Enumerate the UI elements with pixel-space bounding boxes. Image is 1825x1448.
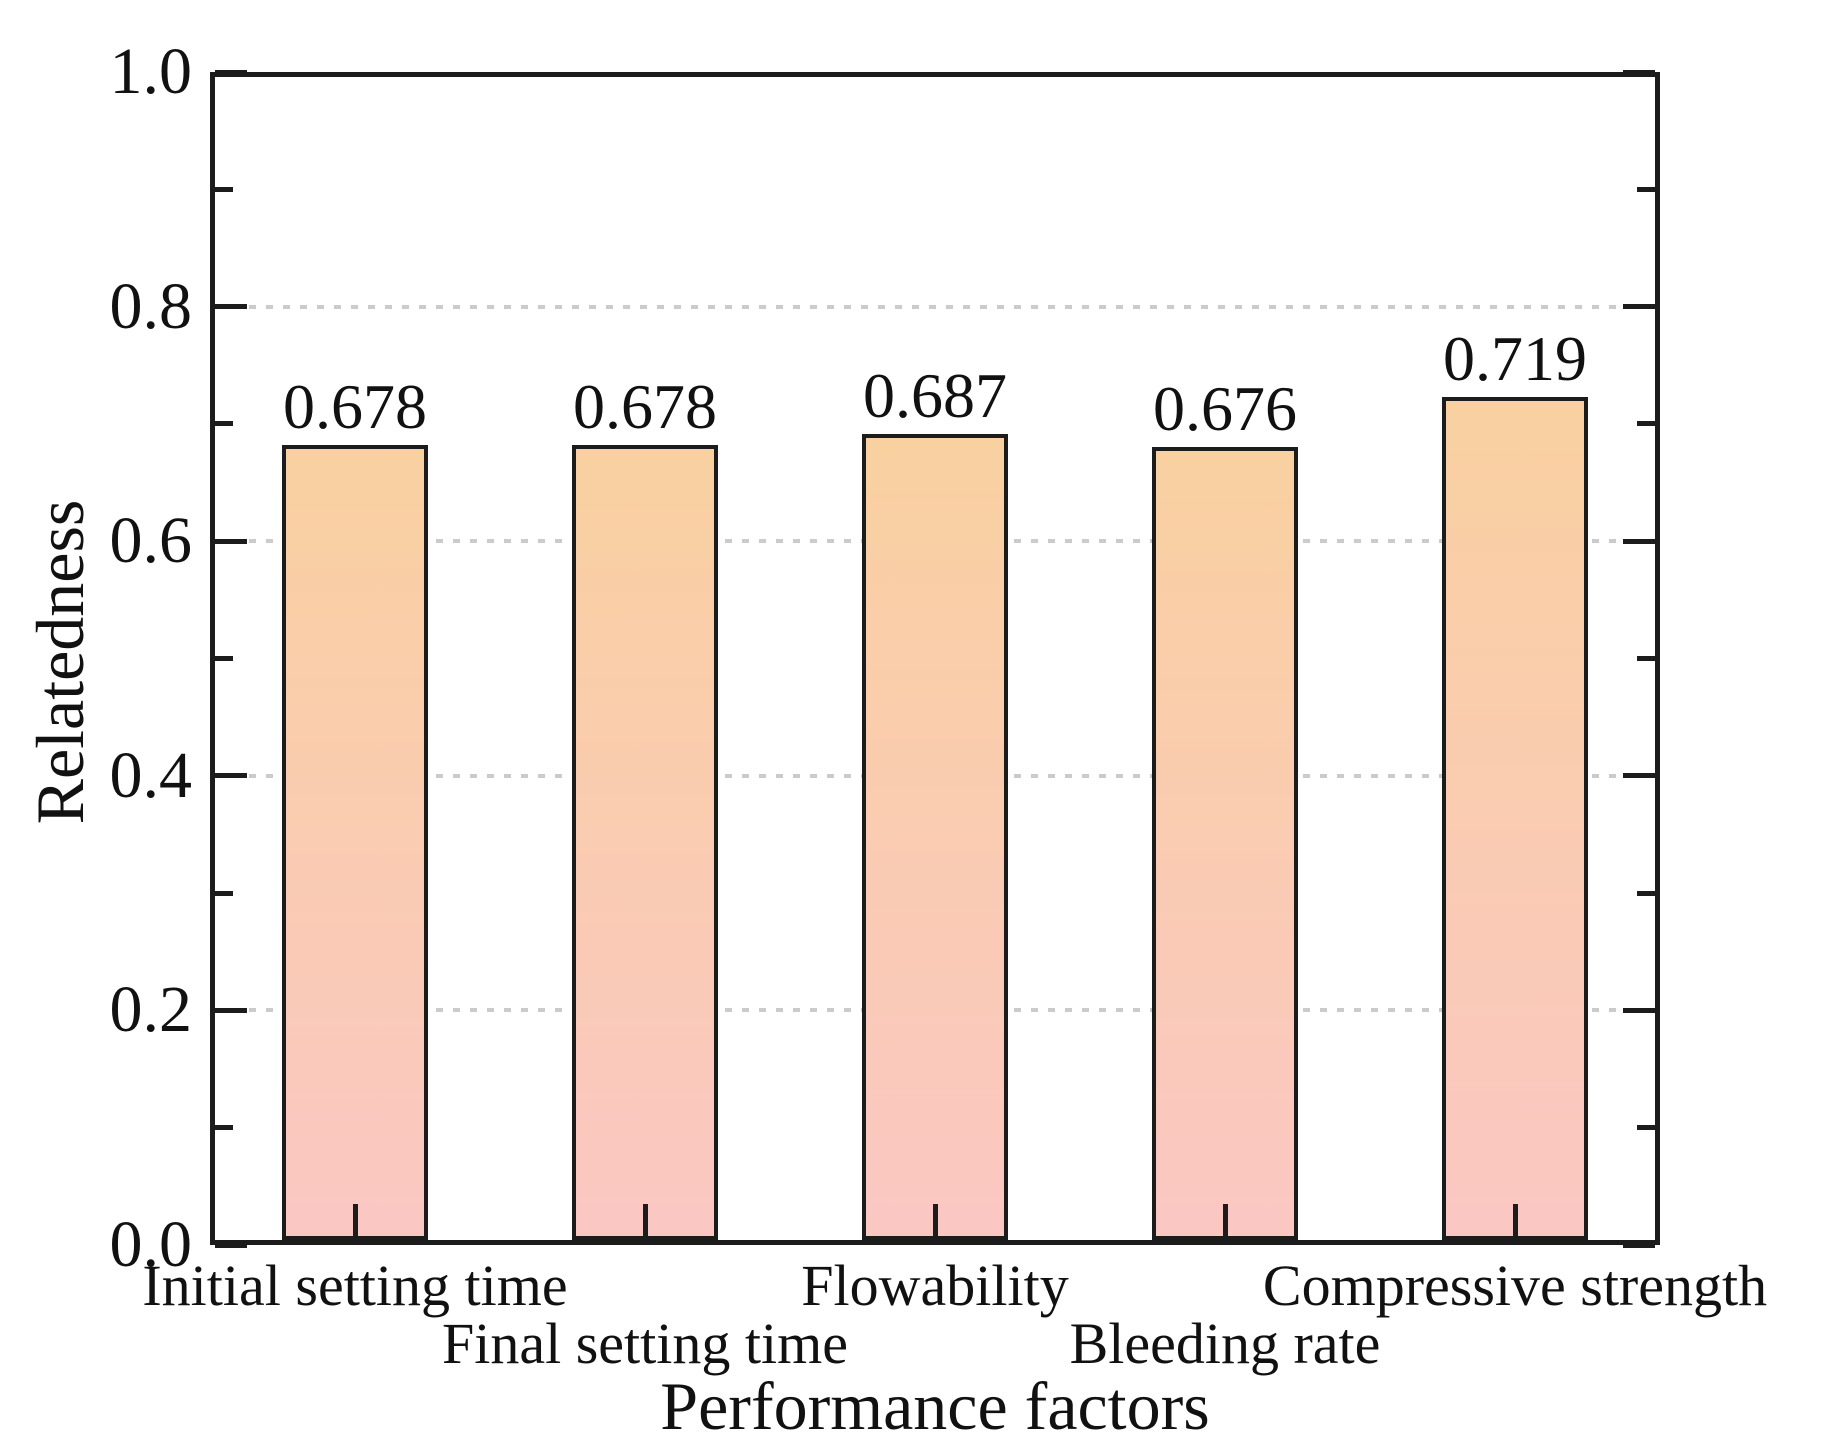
y-axis-tick: [215, 656, 233, 661]
y-axis-tick: [1637, 421, 1655, 427]
x-axis-tick: [932, 1204, 938, 1240]
y-axis-tick: [215, 538, 247, 544]
bar: [1442, 396, 1588, 1240]
y-axis-tick: [215, 1242, 247, 1248]
bar-value-label: 0.719: [1443, 322, 1587, 394]
bar-value-label: 0.678: [573, 370, 717, 442]
y-axis-tick: [1623, 1007, 1655, 1013]
bar-value-label: 0.678: [283, 370, 427, 442]
plot-area: 0.678 0.678 0.687 0.676 0.719: [210, 69, 1660, 1248]
y-axis-tick: [1637, 890, 1655, 896]
y-tick-label: 0.2: [109, 973, 193, 1047]
x-category-label: Bleeding rate: [1069, 1311, 1381, 1376]
y-axis-title: Relatedness: [22, 499, 98, 825]
bar: [572, 444, 718, 1240]
y-axis-tick: [215, 421, 233, 427]
x-axis-tick: [1222, 1204, 1228, 1240]
y-tick-label: 0.0: [109, 1208, 193, 1281]
y-axis-tick: [1623, 1242, 1655, 1248]
y-axis-tick: [1623, 304, 1655, 310]
y-tick-label: 0.4: [109, 738, 193, 812]
x-axis-title: Performance factors: [660, 1368, 1210, 1444]
y-axis-tick: [1637, 186, 1655, 192]
y-axis-tick: [1637, 1125, 1655, 1131]
y-axis-tick: [1637, 656, 1655, 661]
gridline: [215, 304, 1655, 309]
bar: [282, 444, 428, 1240]
bar: [862, 434, 1008, 1240]
y-axis-tick: [1623, 69, 1655, 75]
bar-value-label: 0.687: [863, 360, 1007, 432]
x-axis-tick: [1512, 1204, 1518, 1240]
x-category-label: Final setting time: [442, 1311, 848, 1376]
bar: [1152, 447, 1298, 1240]
y-axis-tick: [215, 304, 247, 310]
x-axis-tick: [352, 1204, 358, 1240]
x-axis-tick: [642, 1204, 648, 1240]
y-axis-tick: [215, 69, 247, 75]
y-axis-tick: [215, 186, 233, 192]
x-category-label: Initial setting time: [142, 1253, 568, 1318]
x-category-label: Flowability: [801, 1253, 1069, 1318]
y-axis-tick: [1623, 773, 1655, 779]
y-axis-tick: [215, 773, 247, 779]
y-axis-tick: [215, 890, 233, 896]
y-axis-tick: [215, 1007, 247, 1013]
y-tick-label: 1.0: [109, 35, 193, 108]
y-axis-tick: [215, 1125, 233, 1131]
y-axis-tick: [1623, 538, 1655, 544]
y-tick-label: 0.8: [109, 269, 193, 343]
bar-value-label: 0.676: [1153, 373, 1297, 445]
x-category-label: Compressive strength: [1262, 1253, 1768, 1318]
y-tick-label: 0.6: [109, 504, 193, 578]
